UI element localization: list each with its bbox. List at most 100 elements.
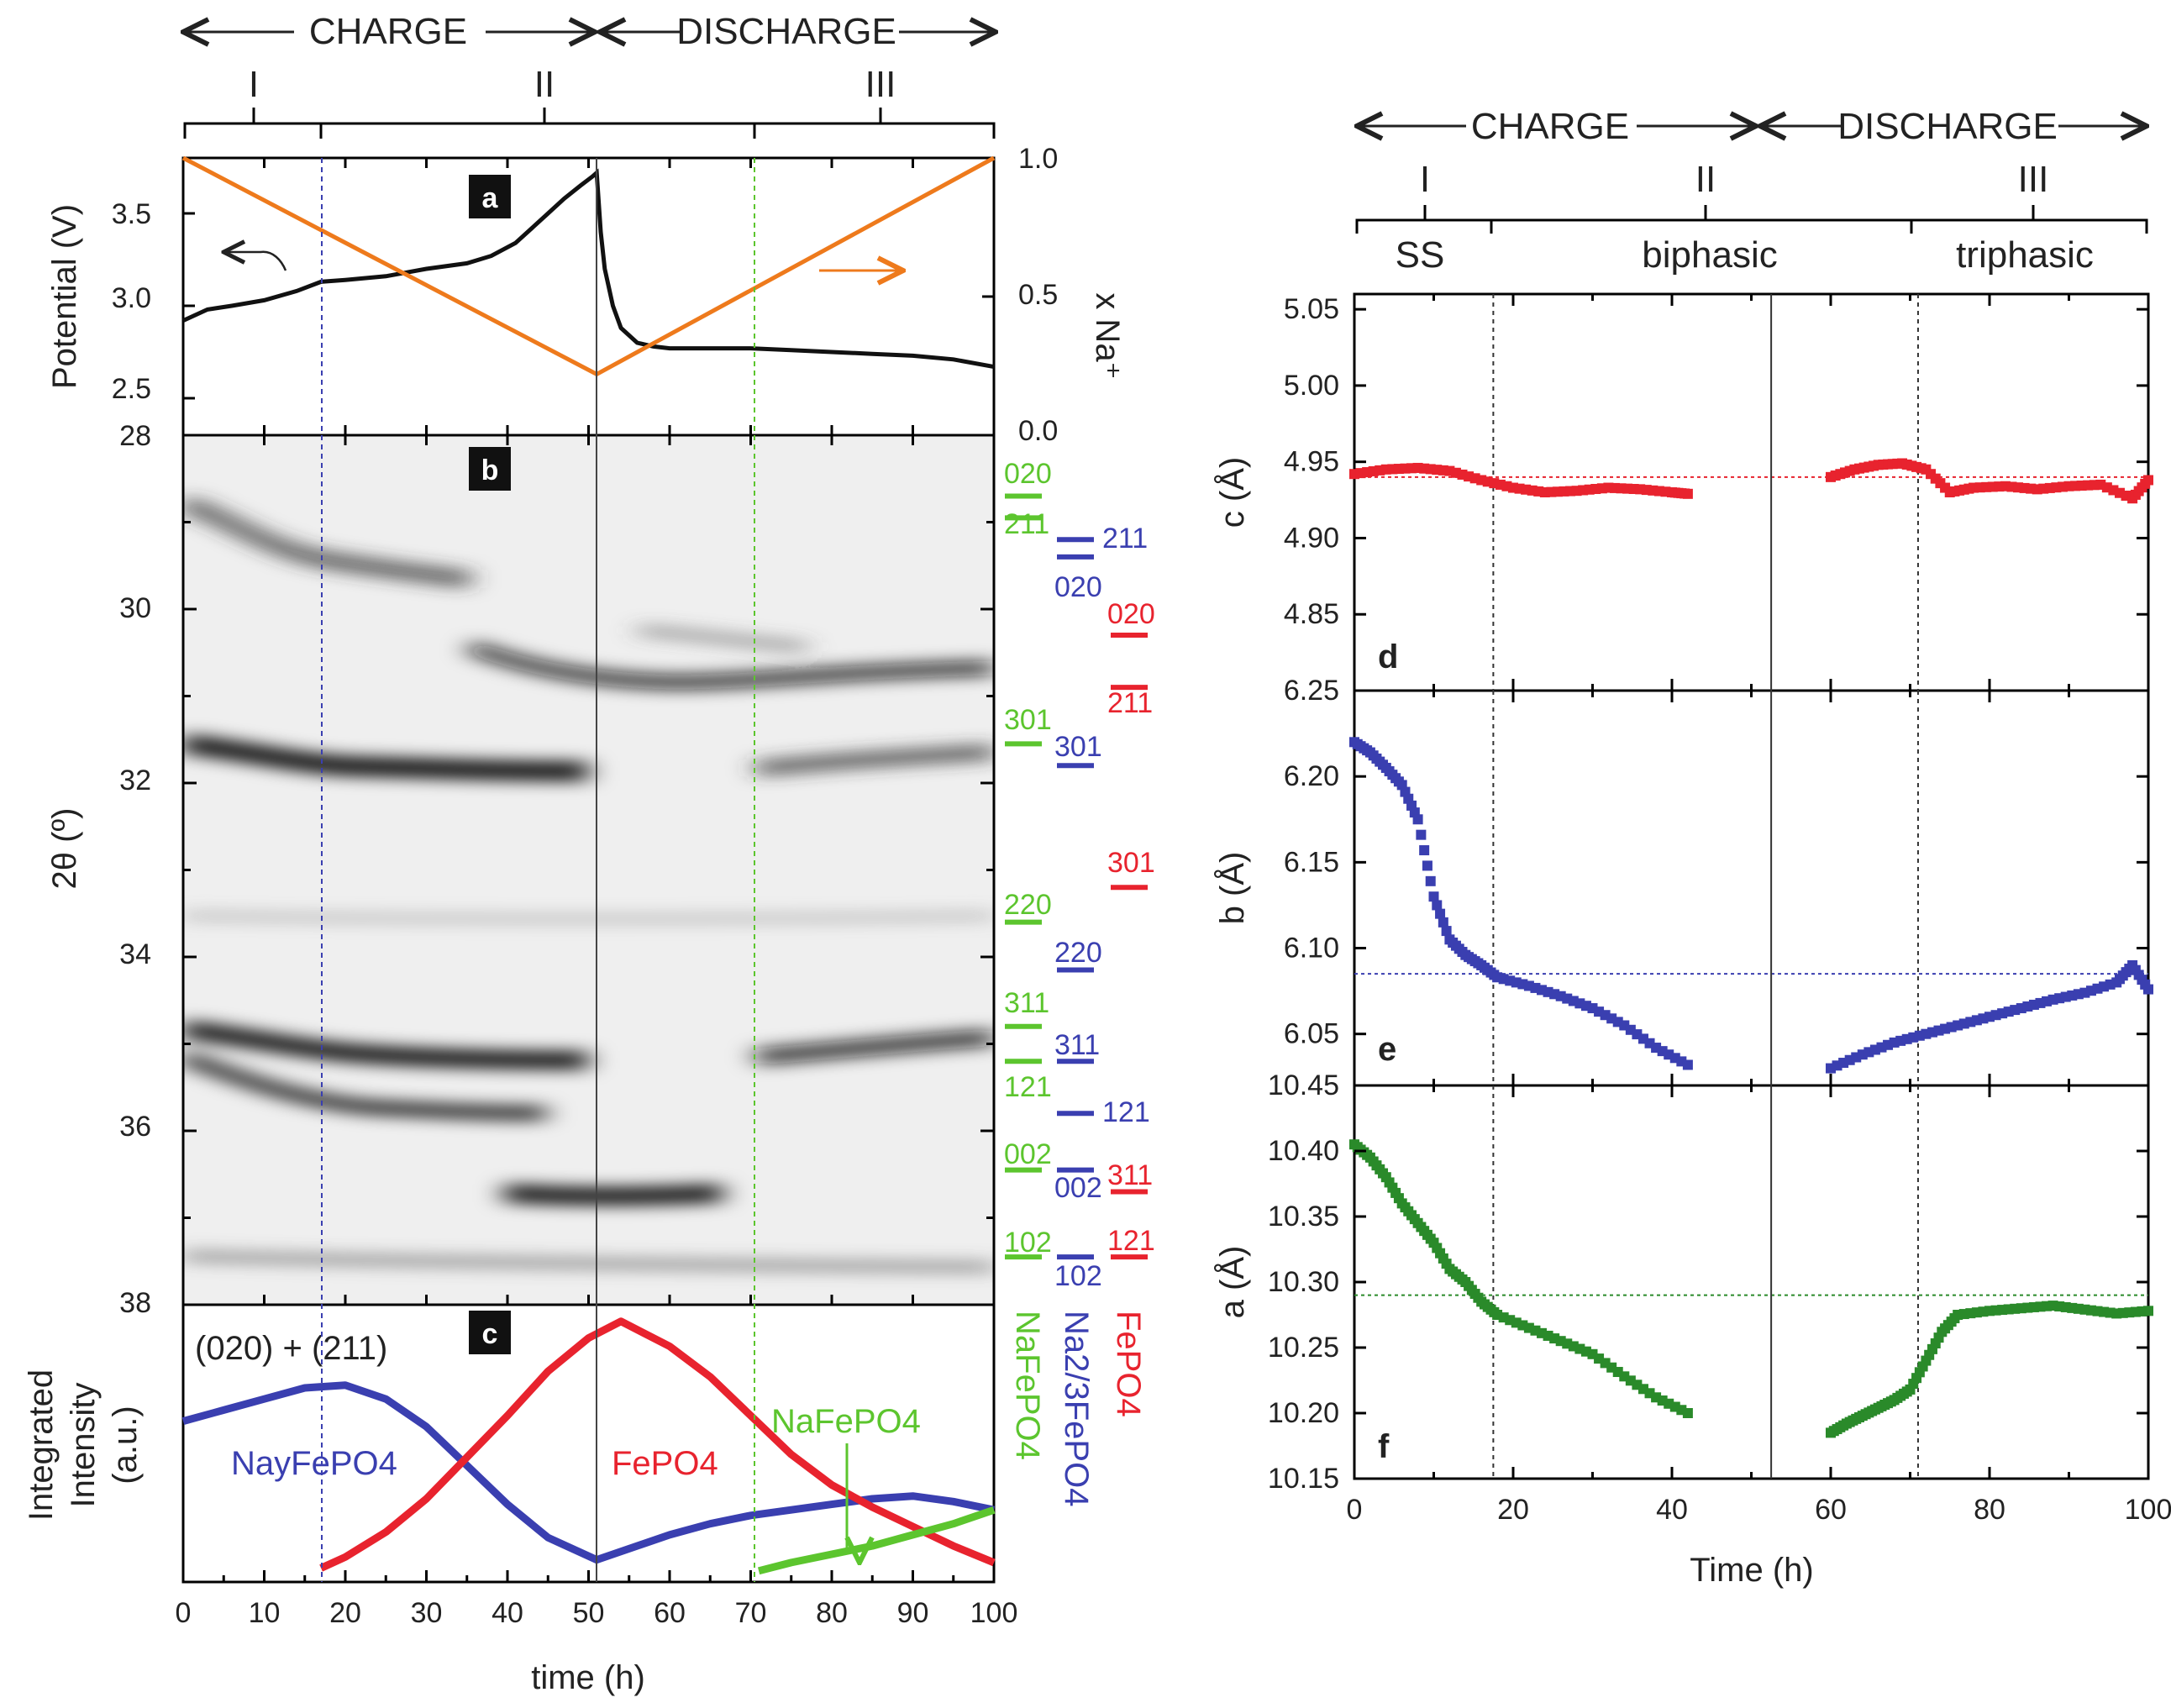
ytick-label: 4.90 — [1284, 522, 1339, 554]
panel-c-tag: c — [482, 1318, 498, 1350]
right-region-III: III — [2018, 159, 2049, 200]
ytick-a-3.0: 3.0 — [112, 282, 151, 314]
right-region-II: II — [1695, 159, 1716, 200]
region-bracket-III — [753, 108, 996, 139]
ytick-label: 5.00 — [1284, 370, 1339, 402]
band-311 — [183, 1020, 589, 1069]
panel-a-plot — [181, 155, 996, 377]
data-point — [2143, 475, 2153, 486]
panel-a-ylabel-left: Potential (V) — [46, 204, 83, 389]
panel-c: Integrated Intensity (a.u.) (020) + (211… — [23, 1303, 1018, 1696]
xtick-label: 60 — [654, 1597, 686, 1629]
ytick-a-right-0.0: 0.0 — [1018, 415, 1058, 447]
data-point — [1682, 1408, 1693, 1418]
right-xlabel: Time (h) — [1690, 1552, 1813, 1589]
ref-red-121: 121 — [1107, 1225, 1155, 1257]
panel-e-ylabel: b (Å) — [1213, 852, 1251, 925]
data-point — [1419, 845, 1430, 856]
label-nafepo4: NaFePO4 — [771, 1403, 921, 1440]
left-header: CHARGE DISCHARGE I II III — [183, 11, 996, 139]
ytick-label: 10.40 — [1268, 1135, 1339, 1167]
data-point — [1428, 891, 1439, 902]
xtick-label: 80 — [1974, 1494, 2005, 1526]
ytick-label: 6.15 — [1284, 846, 1339, 878]
data-point — [1438, 917, 1448, 928]
band-211-red — [467, 639, 994, 691]
ytick-label: 10.15 — [1268, 1463, 1339, 1495]
ref-blue-002: 002 — [1054, 1172, 1102, 1204]
xtick-label: 0 — [1347, 1494, 1363, 1526]
ytick-b-30: 30 — [119, 592, 151, 624]
panel-e-plot: 6.05 6.10 6.15 6.20 6.25 — [1284, 675, 2153, 1085]
panel-b-tag: b — [481, 455, 499, 486]
xtick-label: 100 — [970, 1597, 1018, 1629]
ytick-b-38: 38 — [119, 1287, 151, 1319]
data-point — [1422, 860, 1432, 871]
panel-f-tag: f — [1378, 1428, 1390, 1465]
region-bracket-II — [319, 108, 756, 139]
xtick-label: 70 — [735, 1597, 767, 1629]
ytick-label: 5.05 — [1284, 293, 1339, 325]
band-102 — [183, 1250, 994, 1273]
data-point — [1416, 829, 1427, 840]
data-point — [1425, 875, 1436, 886]
ref-blue-121: 121 — [1102, 1096, 1150, 1128]
xtick-label: 20 — [1497, 1494, 1529, 1526]
xtick-label: 50 — [573, 1597, 605, 1629]
band-121 — [183, 1049, 547, 1121]
phase-triphasic: triphasic — [1956, 234, 2094, 276]
panel-e-frame — [1353, 689, 2150, 1087]
panel-d-tag: d — [1378, 639, 1398, 675]
panel-b-tag-box — [469, 447, 511, 491]
ref-red-211: 211 — [1107, 687, 1153, 719]
ref-red-020: 020 — [1107, 598, 1155, 630]
panel-f-ylabel: a (Å) — [1213, 1246, 1251, 1319]
ref-blue-020: 020 — [1054, 571, 1102, 603]
band-301 — [183, 733, 589, 781]
panel-c-ylabel-line3: (a.u.) — [107, 1406, 144, 1484]
panel-c-ylabel-line1: Integrated — [23, 1369, 60, 1521]
data-point — [1682, 1059, 1693, 1070]
data-point — [1412, 814, 1423, 825]
xtick-label: 100 — [2125, 1494, 2171, 1526]
ytick-label: 10.25 — [1268, 1332, 1339, 1364]
band-220 — [183, 912, 994, 923]
ytick-label: 10.45 — [1268, 1069, 1339, 1101]
ytick-b-28: 28 — [119, 420, 151, 452]
ref-blue-220: 220 — [1054, 937, 1102, 969]
region-bracket-I — [183, 108, 323, 139]
panel-a-tag: a — [482, 182, 499, 214]
panel-f-plot: 10.15 10.20 10.25 10.30 10.35 10.40 10.45 — [1268, 1069, 2153, 1495]
xtick-label: 10 — [249, 1597, 281, 1629]
ref-blue-301: 301 — [1054, 731, 1102, 763]
right-plots: 4.85 4.90 4.95 5.00 5.05 6.05 6.10 6.15 6.20 6.25… — [1268, 293, 2171, 1526]
panel-c-ylabel-line2: Intensity — [65, 1383, 102, 1508]
ref-green-301: 301 — [1004, 704, 1052, 736]
panel-c-xticklabels: 0 10 20 30 40 50 60 70 80 90 100 — [176, 1597, 1018, 1629]
xtick-label: 60 — [1815, 1494, 1847, 1526]
ytick-label: 4.85 — [1284, 598, 1339, 630]
xtick-label: 20 — [329, 1597, 361, 1629]
right-region-I: I — [1420, 159, 1430, 200]
ref-blue-102: 102 — [1054, 1260, 1102, 1292]
ref-blue-211: 211 — [1102, 523, 1148, 554]
band-211 — [183, 495, 472, 589]
series-nafepo4-line — [757, 1506, 996, 1575]
data-point — [1682, 488, 1693, 499]
ref-green-121: 121 — [1004, 1071, 1052, 1103]
ref-green-002: 002 — [1004, 1138, 1052, 1170]
right-bracket-III — [1910, 205, 2148, 234]
ytick-label: 10.20 — [1268, 1397, 1339, 1429]
xtick-label: 30 — [411, 1597, 443, 1629]
ytick-label: 4.95 — [1284, 446, 1339, 478]
ref-red-301: 301 — [1107, 847, 1155, 879]
data-point — [1432, 900, 1443, 911]
series-xna-line — [181, 155, 996, 377]
series-fepo4-line — [319, 1317, 996, 1572]
ytick-label: 10.35 — [1268, 1201, 1339, 1232]
ytick-b-34: 34 — [119, 938, 151, 970]
panel-d-plot: 4.85 4.90 4.95 5.00 5.05 — [1284, 293, 2153, 691]
region-label-III: III — [865, 64, 896, 105]
right-xticklabels: 0 20 40 60 80 100 — [1347, 1494, 2171, 1526]
